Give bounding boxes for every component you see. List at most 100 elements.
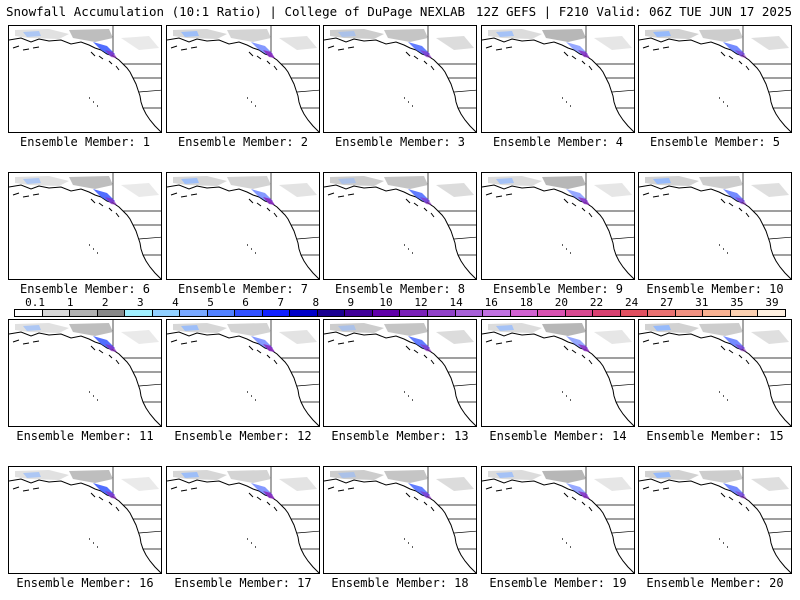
snow-shading-north <box>69 470 113 483</box>
colorbar-swatch <box>593 310 621 316</box>
ensemble-member-label: Ensemble Member: 16 <box>16 576 154 590</box>
political-borders <box>585 467 634 550</box>
snow-shading-light <box>653 178 671 184</box>
ensemble-member-label: Ensemble Member: 12 <box>174 429 312 443</box>
ensemble-member-label: Ensemble Member: 1 <box>19 135 151 149</box>
political-borders <box>585 173 634 256</box>
ensemble-member-label: Ensemble Member: 18 <box>331 576 469 590</box>
island-outlines <box>170 339 278 365</box>
colorbar-swatch <box>125 310 153 316</box>
colorbar-swatch <box>565 310 594 316</box>
snowfall-colorbar <box>14 309 786 317</box>
snow-shading-north <box>699 176 743 189</box>
island-outlines <box>170 45 278 71</box>
pacific-northwest-map <box>482 320 634 426</box>
island-outlines <box>12 486 120 512</box>
snow-shading-west <box>645 29 699 39</box>
coastline <box>482 37 634 132</box>
coastline <box>9 331 161 426</box>
ensemble-member-label: Ensemble Member: 19 <box>489 576 627 590</box>
snow-shading-heavy <box>105 344 117 352</box>
hawaii-islands <box>89 391 98 401</box>
ensemble-member-label: Ensemble Member: 3 <box>334 135 466 149</box>
ensemble-panel-10 <box>638 172 792 280</box>
ensemble-member-label: Ensemble Member: 4 <box>492 135 624 149</box>
snow-shading-light <box>23 178 41 184</box>
snow-shading-heavy <box>420 50 432 58</box>
ensemble-member-label: Ensemble Member: 17 <box>174 576 312 590</box>
snow-shading-light <box>23 472 41 478</box>
snow-shading-west <box>645 323 699 333</box>
snow-shading-west <box>488 470 542 480</box>
ensemble-member-label: Ensemble Member: 6 <box>19 282 151 296</box>
snow-shading-east <box>279 36 317 50</box>
island-outlines <box>327 192 435 218</box>
ensemble-panel-13 <box>323 319 477 427</box>
snow-shading-north <box>69 323 113 336</box>
pacific-northwest-map <box>167 173 319 279</box>
snow-shading-east <box>279 330 317 344</box>
ensemble-panel-7 <box>166 172 320 280</box>
ensemble-member-label: Ensemble Member: 13 <box>331 429 469 443</box>
colorbar-swatch <box>703 310 731 316</box>
colorbar-swatch <box>180 310 208 316</box>
island-outlines <box>327 45 435 71</box>
snow-shading-heavy <box>263 491 275 499</box>
political-borders <box>270 26 319 109</box>
coastline <box>324 184 476 279</box>
island-outlines <box>642 45 750 71</box>
coastline <box>9 184 161 279</box>
snow-shading-heavy <box>263 197 275 205</box>
ensemble-panel-3 <box>323 25 477 133</box>
snow-shading-light <box>496 31 514 37</box>
snow-shading-heavy <box>735 344 747 352</box>
snow-shading-heavy <box>105 50 117 58</box>
hawaii-islands <box>247 97 256 107</box>
hawaii-islands <box>562 391 571 401</box>
political-borders <box>112 173 161 256</box>
colorbar-tick-label: 8 <box>312 296 320 309</box>
colorbar-swatch <box>207 310 236 316</box>
coastline <box>639 37 791 132</box>
political-borders <box>742 26 791 109</box>
colorbar-swatch <box>97 310 126 316</box>
snow-shading-west <box>15 470 69 480</box>
hawaii-islands <box>404 391 413 401</box>
colorbar-tick-label: 27 <box>660 296 674 309</box>
colorbar-tick-label: 22 <box>589 296 604 309</box>
political-borders <box>742 320 791 403</box>
snow-shading-east <box>436 183 474 197</box>
snow-shading-north <box>69 29 113 42</box>
colorbar-tick-label: 24 <box>624 296 639 309</box>
snow-shading-east <box>121 477 159 491</box>
coastline <box>324 37 476 132</box>
snow-shading-heavy <box>735 491 747 499</box>
ensemble-panel-14 <box>481 319 635 427</box>
ensemble-member-label: Ensemble Member: 10 <box>646 282 784 296</box>
hawaii-islands <box>89 244 98 254</box>
snow-shading-light <box>653 31 671 37</box>
snow-shading-west <box>330 29 384 39</box>
colorbar-swatch <box>345 310 373 316</box>
colorbar-tick-label: 5 <box>207 296 214 309</box>
political-borders <box>112 467 161 550</box>
snow-shading-north <box>542 176 586 189</box>
hawaii-islands <box>562 244 571 254</box>
colorbar-swatch <box>15 310 43 316</box>
island-outlines <box>327 339 435 365</box>
colorbar-swatch <box>648 310 676 316</box>
colorbar-tick-label: 7 <box>277 296 284 309</box>
hawaii-islands <box>562 538 571 548</box>
snow-shading-north <box>699 323 743 336</box>
political-borders <box>427 26 476 109</box>
snow-shading-light <box>181 325 199 331</box>
ensemble-panel-20 <box>638 466 792 574</box>
pacific-northwest-map <box>639 467 791 573</box>
colorbar-swatch <box>290 310 318 316</box>
colorbar-tick-label: 0.1 <box>25 296 45 309</box>
coastline <box>9 37 161 132</box>
colorbar-swatch <box>675 310 704 316</box>
coastline <box>639 184 791 279</box>
snow-shading-east <box>751 477 789 491</box>
colorbar-tick-label: 4 <box>172 296 179 309</box>
